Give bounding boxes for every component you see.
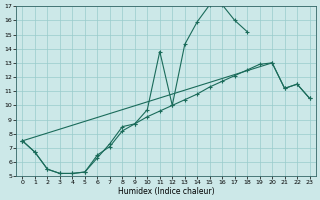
X-axis label: Humidex (Indice chaleur): Humidex (Indice chaleur) bbox=[118, 187, 214, 196]
